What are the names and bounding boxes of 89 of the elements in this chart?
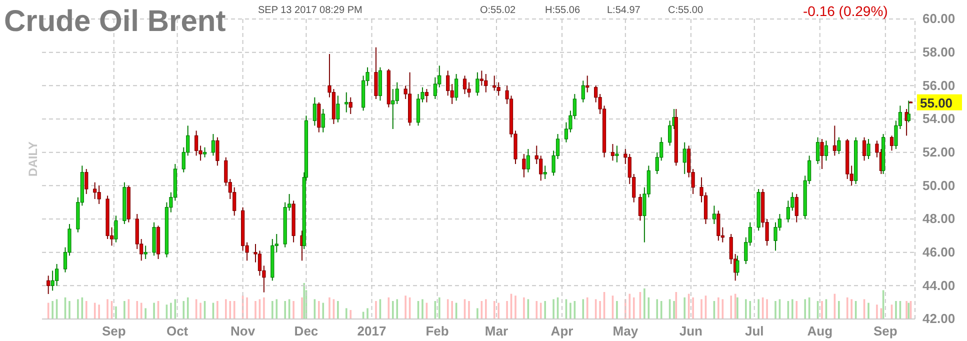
- candlestick: [211, 134, 216, 156]
- y-tick-label: 60.00: [922, 11, 956, 26]
- x-tick-label: May: [612, 324, 639, 339]
- candlestick: [50, 270, 54, 292]
- text: -0.16 (0.29%): [803, 3, 888, 19]
- candlestick: [391, 88, 395, 130]
- y-tick-label: 48.00: [922, 211, 956, 226]
- candlestick: [496, 82, 500, 96]
- text: L:54.97: [607, 5, 641, 16]
- x-tick-label: Aug: [807, 324, 833, 339]
- candlestick: [84, 168, 88, 194]
- x-tick-label: Apr: [550, 324, 574, 339]
- candlestick: [395, 82, 399, 104]
- candlestick: [543, 165, 547, 180]
- candlestick: [312, 96, 316, 126]
- text: H:55.06: [545, 5, 580, 16]
- candlestick: [454, 74, 458, 102]
- y-tick-label: 56.00: [922, 78, 956, 93]
- candlestick: [820, 138, 824, 170]
- x-tick-label: 2017: [357, 324, 386, 339]
- candlestick: [638, 194, 642, 222]
- y-tick-label: 52.00: [922, 144, 956, 160]
- x-tick-label: Nov: [230, 324, 256, 339]
- candlestick: [492, 75, 496, 92]
- y-tick-label: 54.00: [922, 111, 956, 126]
- candlestick: [522, 154, 526, 178]
- y-tick-label: 44.00: [922, 278, 956, 293]
- candlestick: [526, 148, 530, 173]
- candlestick: [610, 144, 615, 162]
- candlestick: [736, 255, 740, 276]
- x-tick-label: Sep: [873, 324, 898, 339]
- y-tick-label: 42.00: [922, 311, 956, 326]
- x-tick-label: Dec: [294, 324, 318, 339]
- y-tick-label: 58.00: [922, 44, 956, 60]
- candlestick: [890, 135, 894, 152]
- candlestick: [794, 194, 798, 223]
- candlestick: [424, 88, 429, 103]
- candlestick: [54, 264, 59, 286]
- candlestick: [824, 140, 828, 162]
- x-tick-label: Sep: [102, 324, 126, 339]
- candlestick: [668, 120, 672, 146]
- candlestick: [837, 136, 841, 154]
- candlestick: [862, 136, 866, 162]
- x-tick-label: Jul: [744, 324, 764, 339]
- candlestick: [344, 92, 348, 113]
- candlestick: [93, 182, 97, 200]
- x-tick-label: Feb: [426, 324, 449, 339]
- candlestick: [317, 102, 321, 133]
- x-tick-label: Oct: [166, 324, 189, 339]
- candlestick: [716, 210, 720, 242]
- candlestick: [144, 245, 148, 260]
- candlestick: [46, 275, 50, 294]
- candlestick: [446, 70, 450, 96]
- candlestick: [97, 185, 101, 204]
- candlestick: [416, 94, 420, 126]
- y-axis-title: DAILY: [26, 142, 40, 176]
- x-tick-label: Jun: [679, 324, 703, 339]
- candlestick: [336, 95, 340, 123]
- candlestick: [476, 72, 480, 96]
- candlestick: [816, 136, 820, 164]
- candlestick: [321, 108, 325, 133]
- chart-subtitle: SEP 13 2017 08:29 PM: [258, 5, 362, 16]
- candlestick: [374, 46, 378, 100]
- y-tick-label: 46.00: [922, 244, 956, 260]
- candlestick: [712, 205, 716, 224]
- candlestick: [258, 250, 262, 276]
- candlestick: [480, 70, 484, 86]
- x-tick-label: Mar: [484, 324, 508, 339]
- candlestick: [202, 146, 207, 158]
- candlestick: [216, 136, 220, 166]
- candlestick: [348, 96, 352, 114]
- candlestick: [682, 142, 686, 174]
- candlestick: [484, 74, 488, 93]
- text: 55.00: [920, 95, 953, 110]
- candlestick: [581, 80, 585, 103]
- candlestick: [194, 130, 198, 156]
- candlestick: [433, 76, 437, 100]
- text: O:55.02: [480, 5, 516, 16]
- candlestick: [114, 215, 118, 243]
- y-tick-label: 50.00: [922, 178, 956, 193]
- candlestick: [462, 75, 467, 94]
- candlestick: [786, 200, 790, 223]
- candlestick: [832, 125, 836, 156]
- candlestick: [866, 138, 870, 160]
- candlestick: [586, 75, 590, 93]
- chart-title: Crude Oil Brent: [4, 5, 226, 38]
- candlestick: [539, 155, 543, 182]
- candlestick: [615, 145, 619, 163]
- text: C:55.00: [668, 5, 704, 16]
